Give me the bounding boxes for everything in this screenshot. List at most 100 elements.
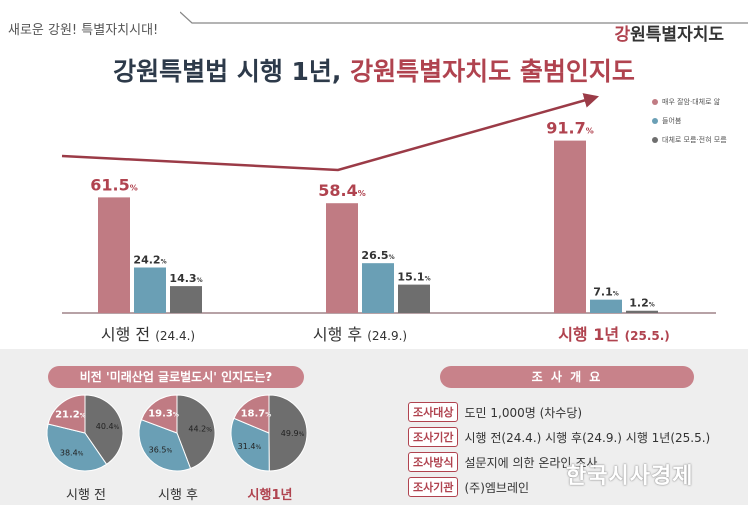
data-label-value: 15.1 (397, 271, 424, 284)
x-tick-date: (25.5.) (625, 329, 670, 343)
data-label-unit: % (130, 183, 138, 192)
pie-slice-0-0 (47, 394, 86, 434)
x-tick-label: 시행 전 (24.4.) (101, 325, 195, 344)
pie-data-label-unit: % (78, 450, 84, 457)
data-label-value: 58.4 (318, 181, 357, 200)
logo: 강원특별자치도 (615, 20, 724, 45)
survey-row-method: 조사방식 설문지에 의한 온라인 조사 (408, 452, 597, 472)
data-label: 14.3% (169, 272, 202, 285)
bar-0-2 (554, 140, 586, 313)
pie-data-label: 38.4% (60, 448, 84, 457)
bar-2-2 (626, 310, 658, 313)
pie-data-label-unit: % (299, 431, 305, 438)
pie-slice-0-2 (233, 394, 270, 434)
pie-data-label-value: 21.2 (55, 409, 80, 420)
pie-data-label-unit: % (114, 424, 120, 431)
survey-value: 도민 1,000명 (차수당) (464, 405, 583, 420)
data-label-unit: % (161, 259, 167, 266)
logo-accent: 강 (614, 25, 631, 45)
pie-data-label: 31.4% (238, 442, 262, 451)
data-label-unit: % (586, 127, 594, 136)
pie-data-label-value: 18.7 (241, 408, 266, 419)
data-label: 15.1% (397, 271, 430, 284)
header-divider (180, 11, 748, 24)
data-label-value: 14.3 (169, 272, 196, 285)
data-label: 24.2% (133, 254, 166, 267)
pie-data-label-value: 31.4 (238, 442, 256, 451)
data-label-value: 91.7 (546, 119, 585, 138)
data-label-unit: % (613, 291, 619, 298)
survey-key: 조사방식 (408, 452, 459, 472)
pie-data-label: 40.4% (96, 422, 120, 431)
data-label-unit: % (389, 254, 395, 261)
pie-slice-2-1 (176, 394, 216, 470)
watermark: 한국시사경제 (566, 464, 694, 489)
bar-1-1 (362, 263, 394, 313)
bar-0-1 (326, 203, 358, 313)
data-label: 61.5% (90, 175, 138, 194)
pie-data-label-unit: % (80, 412, 86, 419)
logo-text: 원특별자치도 (630, 25, 724, 45)
survey-value: 설문지에 의한 온라인 조사 (464, 455, 598, 470)
pie-data-label: 21.2% (55, 409, 86, 420)
pie-data-label-value: 49.9 (281, 429, 299, 438)
data-label: 91.7% (546, 119, 594, 138)
pie-label-before: 시행 전 (65, 488, 106, 503)
legend-label: 매우 잘암·대체로 앎 (662, 98, 721, 106)
bar-2-1 (398, 284, 430, 313)
x-tick-date: (24.4.) (155, 329, 195, 343)
legend-item-unaware: 대체로 모름·전혀 모름 (652, 135, 727, 145)
legend-item-aware: 매우 잘암·대체로 앎 (652, 97, 727, 107)
survey-value: 시행 전(24.4.) 시행 후(24.9.) 시행 1년(25.5.) (464, 430, 711, 445)
legend-swatch (652, 137, 658, 143)
survey-row-agency: 조사기관 (주)엠브레인 (408, 477, 529, 497)
survey-key: 조사대상 (408, 402, 459, 422)
bar-2-0 (170, 286, 202, 313)
data-label-unit: % (358, 189, 366, 198)
pie-data-label: 44.2% (188, 425, 212, 434)
data-label: 26.5% (361, 249, 394, 262)
x-tick-category: 시행 후 (313, 325, 367, 344)
legend-swatch (652, 99, 658, 105)
pie-data-label: 19.3% (148, 409, 179, 420)
bar-1-0 (134, 267, 166, 313)
data-label: 7.1% (593, 286, 619, 299)
pie-slice-0-1 (140, 394, 178, 434)
x-tick-category: 시행 1년 (558, 325, 624, 344)
pie-data-label: 36.5% (149, 446, 173, 455)
pie-slice-1-0 (46, 423, 108, 472)
survey-row-target: 조사대상 도민 1,000명 (차수당) (408, 402, 582, 422)
pie-data-label-value: 36.5 (149, 446, 167, 455)
pie-data-label-unit: % (206, 427, 212, 434)
pie-section-title: 비전 '미래산업 글로벌도시' 인지도는? (48, 366, 304, 388)
pie-data-label-unit: % (166, 448, 172, 455)
pie-data-label-unit: % (265, 411, 271, 418)
trend-arrow (61, 93, 600, 172)
survey-row-period: 조사기간 시행 전(24.4.) 시행 후(24.9.) 시행 1년(25.5.… (408, 427, 710, 447)
x-tick-date: (24.9.) (367, 329, 407, 343)
survey-value: (주)엠브레인 (464, 480, 530, 495)
pie-label-1year: 시행1년 (247, 488, 293, 503)
survey-key: 조사기간 (408, 427, 459, 447)
pie-slice-2-2 (268, 394, 308, 472)
pie-data-label-value: 44.2 (188, 425, 206, 434)
tagline: 새로운 강원! 특별자치시대! (8, 23, 159, 38)
legend-label: 들어봄 (662, 117, 682, 125)
title-part2: 강원특별자치도 출범인지도 (350, 57, 635, 86)
legend: 매우 잘암·대체로 앎 들어봄 대체로 모름·전혀 모름 (652, 97, 727, 154)
pie-data-label: 18.7% (241, 408, 272, 419)
pie-label-after: 시행 후 (157, 488, 198, 503)
bar-0-0 (98, 197, 130, 313)
pie-data-label-unit: % (173, 412, 179, 419)
data-label: 58.4% (318, 181, 366, 200)
survey-key: 조사기관 (408, 477, 459, 497)
data-label-value: 61.5 (90, 175, 129, 194)
survey-title: 조 사 개 요 (440, 366, 694, 388)
legend-label: 대체로 모름·전혀 모름 (662, 136, 727, 144)
bar-chart: 61.5%24.2%14.3%시행 전 (24.4.)58.4%26.5%15.… (61, 93, 716, 344)
x-tick-label: 시행 1년 (25.5.) (558, 325, 670, 344)
data-label-unit: % (197, 277, 203, 284)
data-label-unit: % (649, 302, 655, 309)
x-tick-label: 시행 후 (24.9.) (313, 325, 407, 344)
